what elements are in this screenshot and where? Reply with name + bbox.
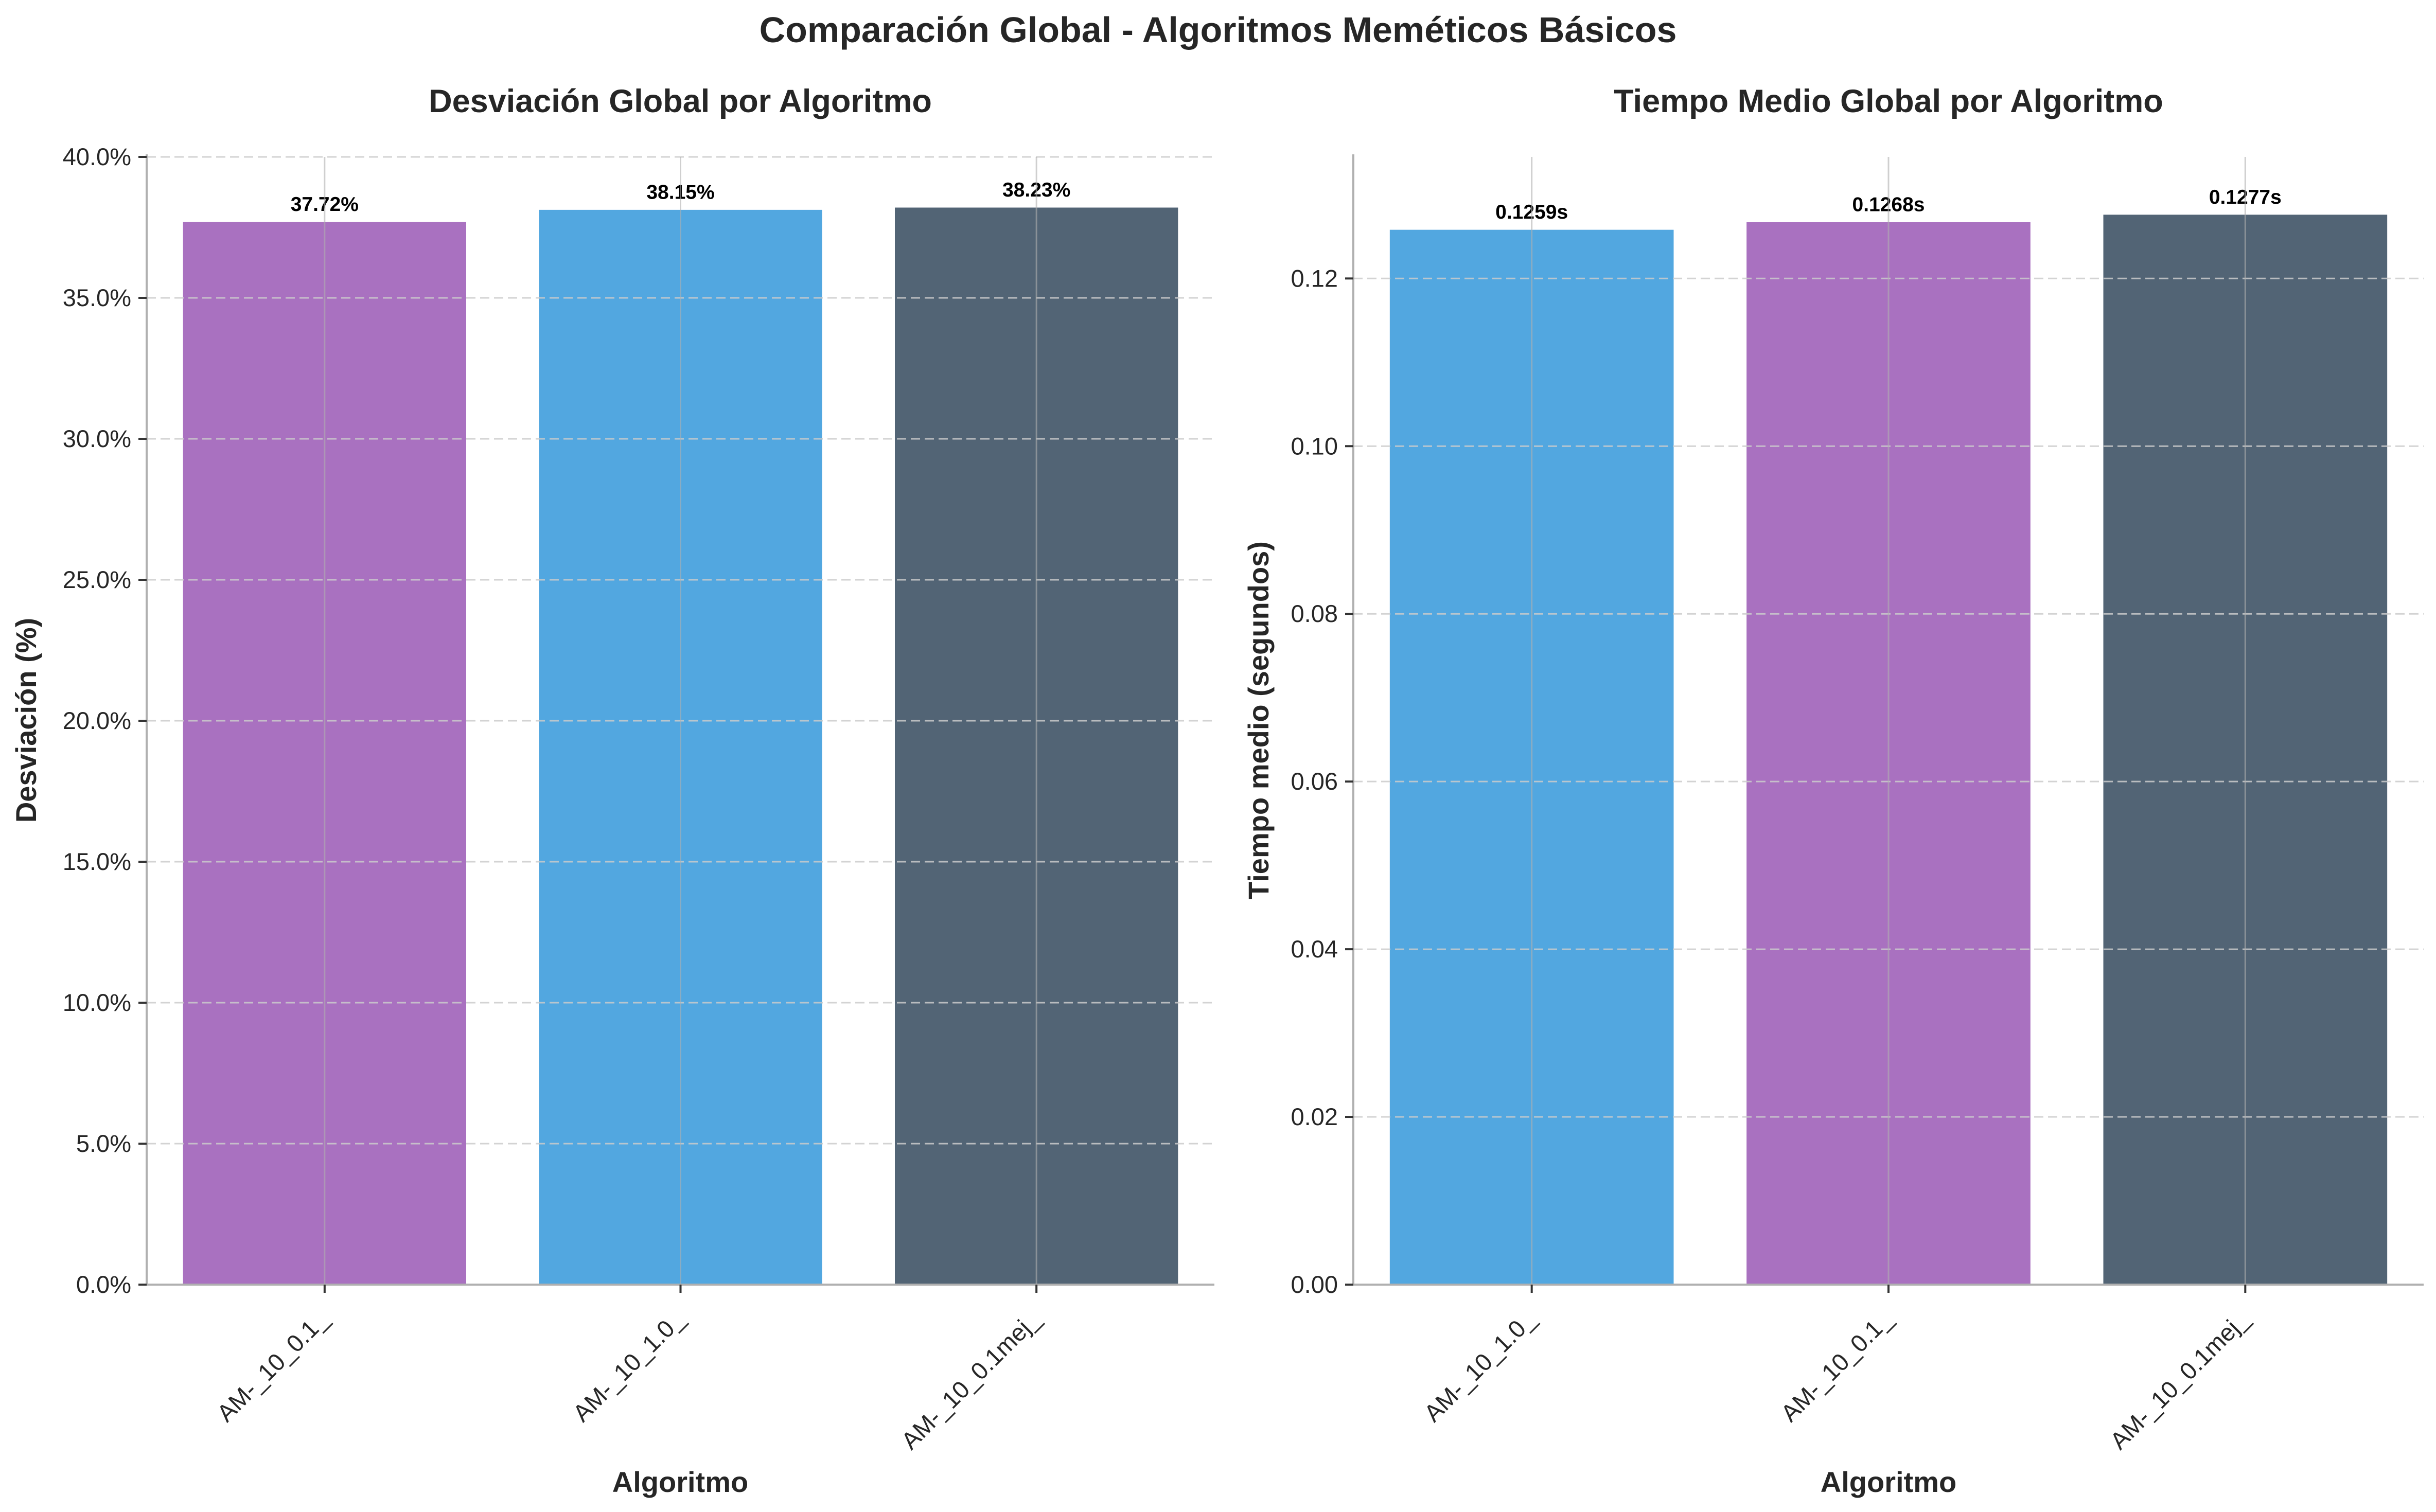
- time-ytick-label-5: 0.10: [1291, 432, 1338, 459]
- time-chart: Tiempo Medio Global por Algoritmo Algori…: [1242, 83, 2424, 1498]
- time-xtick-label-1: AM-_10_0.1_: [1775, 1305, 1898, 1427]
- deviation-ytick-label-7: 35.0%: [63, 284, 131, 311]
- time-ytick-label-2: 0.04: [1291, 935, 1338, 963]
- deviation-ytick-label-3: 15.0%: [63, 848, 131, 875]
- time-chart-ylabel: Tiempo medio (segundos): [1242, 541, 1275, 899]
- deviation-chart-title: Desviación Global por Algoritmo: [429, 83, 932, 119]
- deviation-chart-ylabel: Desviación (%): [10, 618, 42, 823]
- deviation-ytick-label-1: 5.0%: [76, 1130, 131, 1157]
- time-chart-title: Tiempo Medio Global por Algoritmo: [1614, 83, 2163, 119]
- deviation-ytick-label-6: 30.0%: [63, 425, 131, 452]
- deviation-ytick-label-0: 0.0%: [76, 1271, 131, 1298]
- time-xtick-label-2: AM-_10_0.1mej_: [2105, 1305, 2254, 1454]
- time-chart-xlabel: Algoritmo: [1821, 1466, 1956, 1498]
- deviation-ytick-label-8: 40.0%: [63, 143, 131, 170]
- time-xtick-label-0: AM-_10_1.0_: [1419, 1305, 1541, 1427]
- time-ytick-label-4: 0.08: [1291, 600, 1338, 627]
- figure-title: Comparación Global - Algoritmos Memético…: [760, 10, 1677, 50]
- deviation-chart-xlabel: Algoritmo: [612, 1466, 748, 1498]
- deviation-xtick-label-2: AM-_10_0.1mej_: [896, 1305, 1046, 1454]
- time-grid: [1353, 157, 2424, 1285]
- time-ytick-label-1: 0.02: [1291, 1103, 1338, 1130]
- deviation-xtick-label-0: AM-_10_0.1_: [211, 1305, 334, 1427]
- deviation-ytick-label-5: 25.0%: [63, 566, 131, 593]
- time-ytick-label-3: 0.06: [1291, 768, 1338, 795]
- deviation-chart: Desviación Global por Algoritmo Algoritm…: [10, 83, 1214, 1498]
- time-ytick-label-0: 0.00: [1291, 1271, 1338, 1298]
- deviation-ytick-label-2: 10.0%: [63, 989, 131, 1016]
- deviation-grid: [147, 156, 1214, 1285]
- deviation-ytick-label-4: 20.0%: [63, 707, 131, 734]
- deviation-xtick-label-1: AM-_10_1.0_: [568, 1305, 690, 1427]
- time-ytick-label-6: 0.12: [1291, 264, 1338, 292]
